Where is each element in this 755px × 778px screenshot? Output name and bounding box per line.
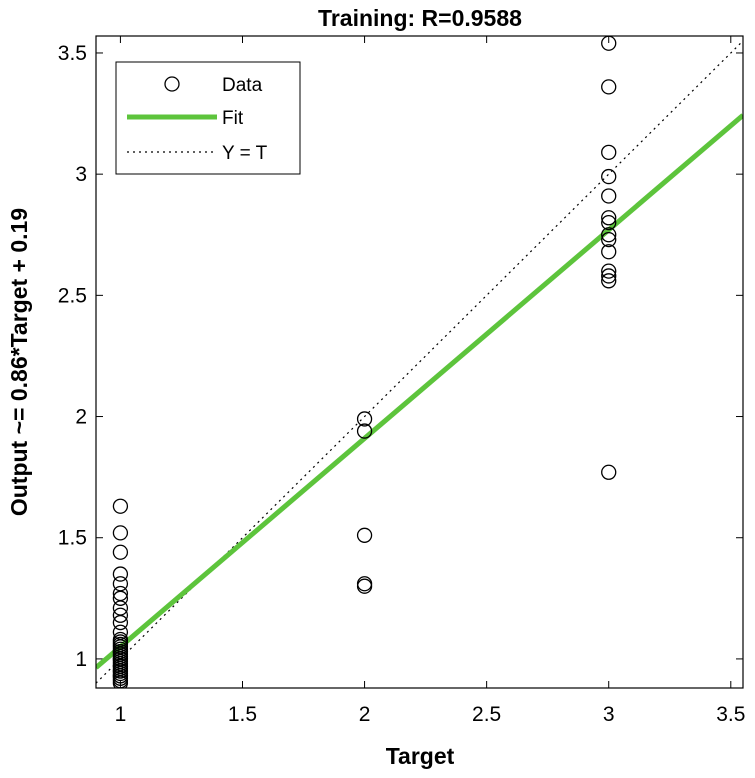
legend-data-marker bbox=[164, 76, 180, 92]
x-tick-label: 2.5 bbox=[472, 703, 501, 726]
data-point bbox=[601, 231, 617, 248]
legend-label-data: Data bbox=[222, 75, 263, 96]
fit-line bbox=[96, 113, 743, 670]
data-point bbox=[112, 544, 129, 560]
data-point bbox=[112, 566, 129, 582]
y-tick-label: 3 bbox=[75, 163, 87, 186]
y-tick-label: 1.5 bbox=[58, 527, 87, 550]
x-tick-label: 2 bbox=[359, 703, 371, 726]
data-point bbox=[601, 79, 617, 95]
plot-area bbox=[96, 36, 743, 688]
y-axis-label: Output ~= 0.86*Target + 0.19 bbox=[6, 208, 32, 516]
x-tick-label: 3.5 bbox=[716, 703, 745, 726]
data-point bbox=[601, 188, 617, 204]
y-tick-label: 3.5 bbox=[58, 42, 87, 65]
data-point bbox=[112, 658, 129, 674]
data-point bbox=[601, 464, 617, 480]
legend-label-y-equals-t: Y = T bbox=[222, 143, 268, 164]
y-tick-label: 2 bbox=[75, 406, 87, 429]
x-tick-label: 1.5 bbox=[228, 703, 257, 726]
data-point bbox=[112, 525, 129, 541]
chart-title: Training: R=0.9588 bbox=[318, 5, 522, 31]
data-point bbox=[112, 614, 129, 631]
x-tick-label: 3 bbox=[603, 703, 615, 726]
data-point bbox=[601, 227, 617, 243]
data-point bbox=[356, 527, 373, 543]
legend: Data Fit Y = T bbox=[115, 61, 301, 175]
data-point bbox=[601, 214, 617, 231]
data-point bbox=[601, 144, 617, 160]
x-axis-label: Target bbox=[386, 743, 455, 769]
data-point bbox=[112, 651, 129, 667]
data-point bbox=[601, 210, 617, 226]
data-point bbox=[601, 168, 617, 185]
axis-ticks: 1 1.5 2 2.5 3 3.5 1 1.5 2 2.5 3 3.5 bbox=[58, 36, 745, 726]
data-point bbox=[112, 668, 129, 684]
data-point bbox=[601, 268, 617, 284]
data-point bbox=[112, 498, 129, 514]
data-point bbox=[356, 411, 373, 427]
y-tick-label: 2.5 bbox=[58, 284, 87, 307]
data-point bbox=[356, 578, 373, 594]
axes-box bbox=[95, 35, 744, 689]
y-tick-label: 1 bbox=[75, 648, 87, 671]
data-point bbox=[356, 423, 373, 439]
data-point bbox=[601, 273, 617, 289]
data-point bbox=[601, 244, 617, 260]
data-point bbox=[112, 675, 129, 688]
x-tick-label: 1 bbox=[115, 703, 127, 726]
legend-label-fit: Fit bbox=[222, 108, 244, 129]
data-point bbox=[112, 607, 129, 623]
data-point bbox=[601, 263, 617, 279]
data-point bbox=[112, 590, 129, 606]
